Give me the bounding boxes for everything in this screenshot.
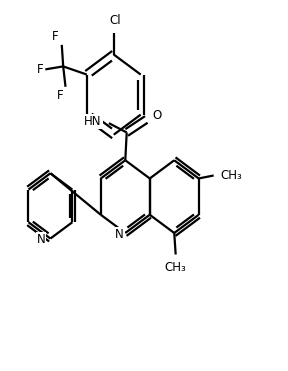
Text: HN: HN [84, 115, 102, 128]
Text: O: O [152, 108, 161, 122]
Text: N: N [115, 228, 124, 242]
Text: F: F [36, 63, 43, 76]
Text: CH₃: CH₃ [220, 169, 242, 182]
Text: F: F [56, 89, 63, 102]
Text: N: N [37, 233, 45, 246]
Text: F: F [52, 30, 58, 43]
Text: CH₃: CH₃ [165, 261, 187, 274]
Text: Cl: Cl [109, 14, 121, 27]
